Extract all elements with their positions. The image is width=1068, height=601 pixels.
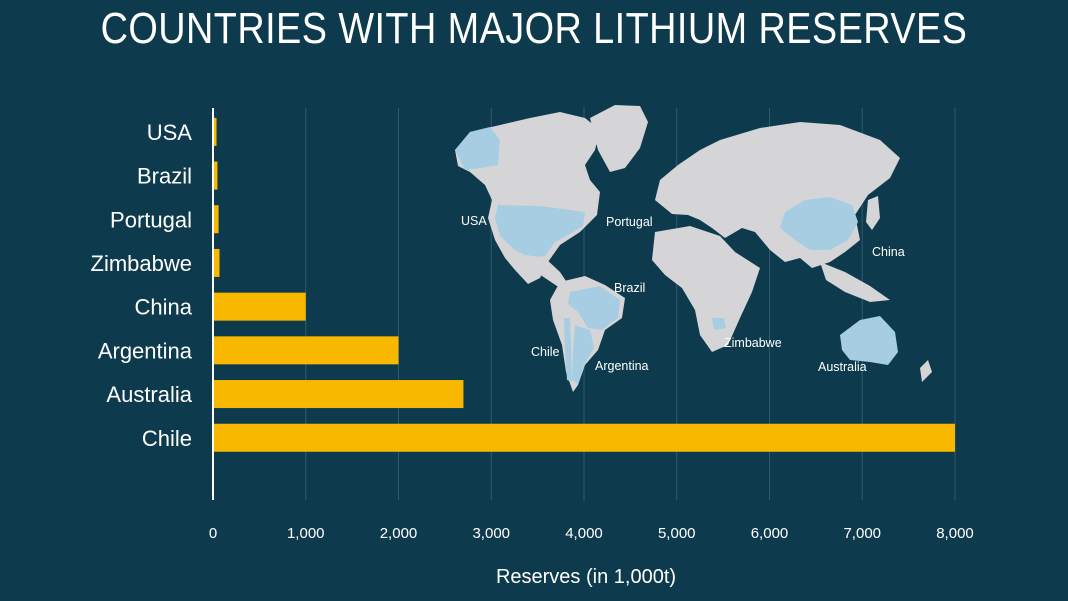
zimbabwe-highlight xyxy=(712,318,726,330)
argentina-highlight xyxy=(572,325,594,384)
x-tick-label: 2,000 xyxy=(380,525,418,542)
bar-chile xyxy=(213,423,955,452)
world-map xyxy=(455,105,932,392)
map-label-usa: USA xyxy=(461,214,487,228)
category-label: Australia xyxy=(106,382,192,407)
new-zealand-landmass xyxy=(920,360,932,382)
map-label-portugal: Portugal xyxy=(606,215,653,229)
bar-australia xyxy=(213,380,464,409)
map-label-argentina: Argentina xyxy=(595,359,649,373)
map-label-zimbabwe: Zimbabwe xyxy=(724,336,782,350)
x-tick-label: 4,000 xyxy=(565,525,603,542)
x-tick-label: 7,000 xyxy=(843,525,881,542)
bar-zimbabwe xyxy=(213,248,220,277)
southeast-asia-landmass xyxy=(820,262,890,302)
map-label-china: China xyxy=(872,245,905,259)
bar-argentina xyxy=(213,336,399,365)
usa-highlight xyxy=(495,205,585,258)
category-label: Brazil xyxy=(137,164,192,189)
x-tick-label: 0 xyxy=(209,525,217,542)
x-tick-label: 8,000 xyxy=(936,525,974,542)
map-label-chile: Chile xyxy=(531,345,560,359)
australia-highlight xyxy=(840,316,898,365)
map-label-australia: Australia xyxy=(818,360,867,374)
x-tick-label: 3,000 xyxy=(472,525,510,542)
alaska-highlight xyxy=(455,127,500,170)
bar-portugal xyxy=(213,205,219,234)
x-tick-label: 1,000 xyxy=(287,525,325,542)
japan-landmass xyxy=(866,196,880,230)
greenland-landmass xyxy=(590,105,648,172)
bars xyxy=(213,117,955,452)
category-label: Chile xyxy=(142,426,192,451)
x-tick-labels: 0 1,000 2,000 3,000 4,000 5,000 6,000 7,000 8,00… xyxy=(209,525,974,542)
africa-landmass xyxy=(652,226,760,352)
category-label: Portugal xyxy=(110,207,192,232)
chart-title: COUNTRIES WITH MAJOR LITHIUM RESERVES xyxy=(100,4,968,53)
x-tick-label: 6,000 xyxy=(751,525,789,542)
category-label: China xyxy=(135,295,193,320)
category-label: Zimbabwe xyxy=(91,251,192,276)
x-axis-title: Reserves (in 1,000t) xyxy=(496,566,676,588)
chile-highlight xyxy=(564,318,572,382)
map-label-brazil: Brazil xyxy=(614,281,645,295)
category-label: Argentina xyxy=(98,338,193,363)
category-label: USA xyxy=(147,120,193,145)
category-labels: USA Brazil Portugal Zimbabwe China Argentina A… xyxy=(91,120,193,451)
central-america-landmass xyxy=(520,254,568,288)
bar-usa xyxy=(213,117,217,146)
bar-brazil xyxy=(213,161,218,190)
x-tick-label: 5,000 xyxy=(658,525,696,542)
map-labels: USA Portugal China Brazil Chile Argentina Zimb… xyxy=(461,214,905,374)
china-highlight xyxy=(780,197,858,250)
bar-china xyxy=(213,292,306,321)
brazil-highlight xyxy=(568,286,620,330)
